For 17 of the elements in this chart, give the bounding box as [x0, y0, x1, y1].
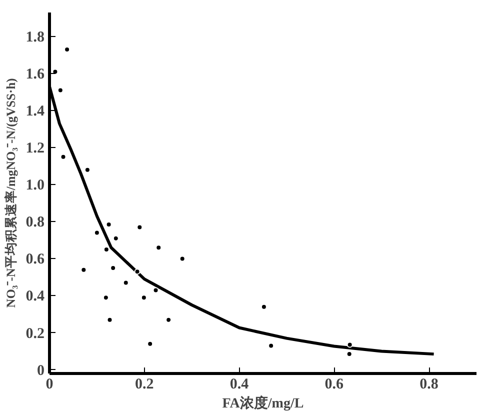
y-axis-title: NO₃⁻-N平均积累速率/mgNO₃⁻-N/(gVSS·h) — [2, 78, 18, 308]
point — [134, 268, 140, 275]
y-tick-label: 1.4 — [26, 104, 45, 120]
y-tick-label: 0 — [37, 362, 44, 379]
y-tick-label: 1.0 — [26, 178, 44, 194]
y-tick-label: 1.2 — [26, 140, 44, 157]
y-tick-label: 0.2 — [26, 326, 44, 342]
x-tick-label: 0.6 — [324, 376, 344, 392]
x-tick-label: 0.2 — [135, 376, 154, 392]
x-tick-label: 0.8 — [420, 376, 438, 392]
x-tick-label: 0.4 — [230, 376, 250, 392]
x-axis-title: FA浓度/mg/L — [222, 394, 304, 412]
y-tick-label: 0.4 — [26, 288, 45, 305]
y-tick-label: 1.8 — [26, 30, 44, 46]
y-tick-label: 0.6 — [26, 252, 45, 268]
y-tick-label: 0.8 — [26, 214, 44, 231]
y-tick-label: 1.6 — [26, 66, 45, 83]
